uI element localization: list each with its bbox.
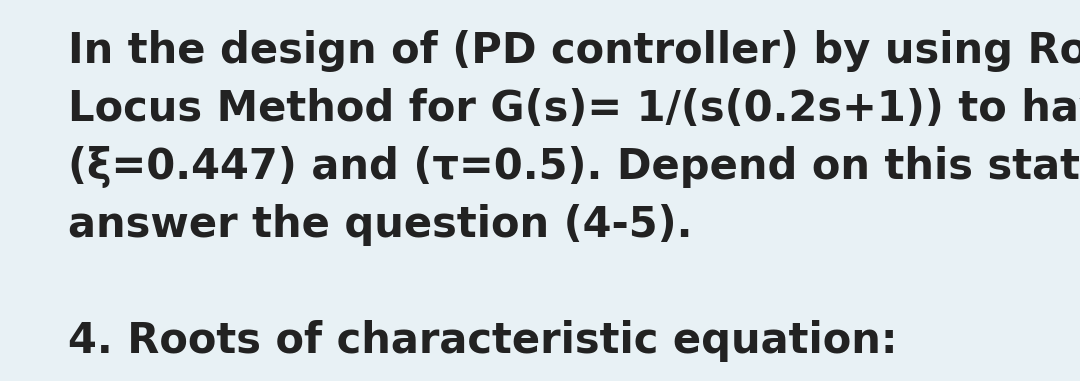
Text: In the design of (PD controller) by using Root: In the design of (PD controller) by usin… — [68, 30, 1080, 72]
Text: (ξ=0.447) and (τ=0.5). Depend on this statement: (ξ=0.447) and (τ=0.5). Depend on this st… — [68, 146, 1080, 188]
Text: 4. Roots of characteristic equation:: 4. Roots of characteristic equation: — [68, 320, 897, 362]
Text: answer the question (4-5).: answer the question (4-5). — [68, 204, 692, 246]
Text: Locus Method for G(s)= 1/(s(0.2s+1)) to have: Locus Method for G(s)= 1/(s(0.2s+1)) to … — [68, 88, 1080, 130]
